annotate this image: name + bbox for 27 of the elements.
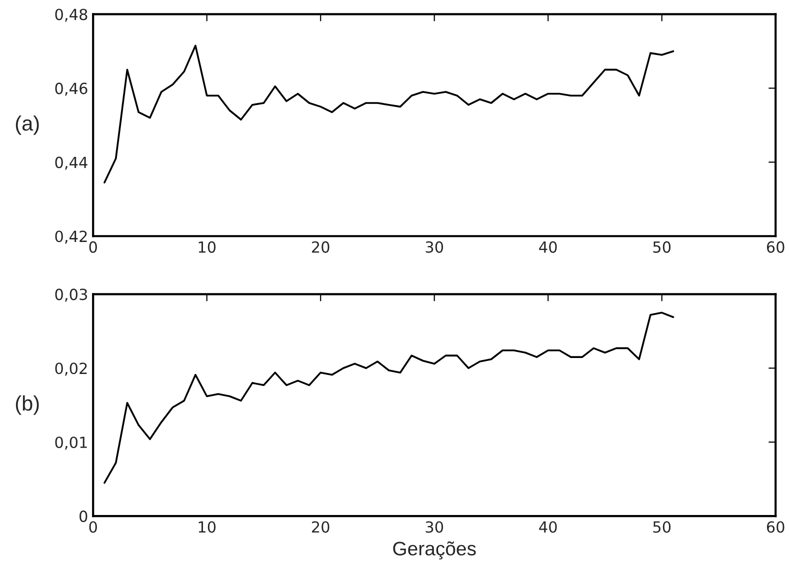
y-tick-label: 0,03 — [55, 288, 88, 302]
x-tick-label: 60 — [766, 521, 784, 533]
x-tick-label: 10 — [198, 521, 216, 533]
x-tick-label: 0 — [89, 241, 97, 253]
x-tick-label: 0 — [89, 521, 97, 533]
x-tick-label: 20 — [312, 521, 330, 533]
x-tick-label: 50 — [653, 241, 671, 253]
line-series — [104, 312, 674, 484]
x-tick-label: 30 — [426, 521, 444, 533]
y-tick-label: 0 — [80, 510, 88, 522]
x-tick-label: 50 — [653, 521, 671, 533]
x-tick-label: 10 — [198, 241, 216, 253]
y-tick-label: 0,02 — [55, 362, 87, 376]
x-tick-label: 40 — [539, 521, 557, 533]
text: (a) — [16, 115, 39, 135]
y-tick-label: 0,42 — [55, 230, 87, 244]
y-tick-label: 0,48 — [55, 8, 88, 22]
y-tick-label: 0,44 — [55, 156, 88, 170]
x-tick-label: 30 — [426, 241, 444, 253]
y-tick-label: 0,01 — [55, 436, 87, 450]
x-axis-title: Gerações — [393, 541, 476, 560]
x-tick-label: 40 — [539, 241, 557, 253]
x-tick-label: 20 — [312, 241, 330, 253]
x-tick-label: 60 — [766, 241, 784, 253]
y-tick-label: 0,46 — [55, 82, 88, 96]
text: (b) — [16, 395, 39, 415]
line-series — [104, 44, 674, 184]
